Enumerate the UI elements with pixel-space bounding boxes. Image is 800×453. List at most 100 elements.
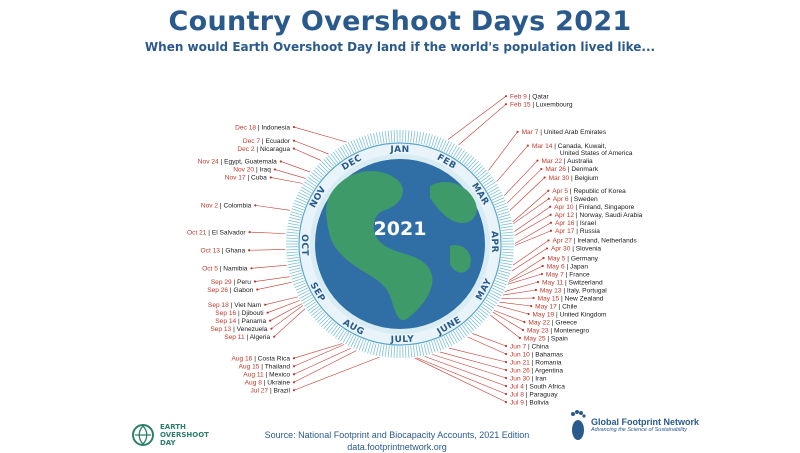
ring-tick [307, 303, 318, 312]
ring-tick [290, 211, 303, 216]
leader-dot [504, 392, 508, 396]
country-label-text: Jun 30 | Iran [510, 375, 547, 382]
ring-tick [480, 174, 491, 183]
date-text: Apr 17 [555, 228, 575, 235]
separator: | [574, 228, 579, 235]
country-label: May 11 | Switzerland [504, 279, 603, 292]
country-label: Sep 11 | Algeria [224, 308, 306, 341]
country-text: Bahamas [535, 351, 564, 358]
date-text: Oct 13 [201, 248, 221, 255]
ring-tick [491, 287, 504, 294]
ring-tick [467, 159, 477, 169]
logo-tagline: Advancing the Science of Sustainability [591, 427, 688, 433]
date-text: May 6 [547, 263, 565, 270]
country-label: Dec 2 | Nicaragua [237, 146, 322, 161]
separator: | [570, 246, 575, 253]
date-text: Feb 9 [510, 93, 527, 100]
country-label-text: Apr 30 | Slovenia [551, 246, 601, 253]
leader-dot [269, 176, 272, 179]
date-text: Aug 11 [243, 372, 264, 379]
country-text: Algeria [250, 334, 271, 341]
country-label-text: Nov 24 | Egypt, Guatemala [198, 159, 277, 166]
country-label: Nov 24 | Egypt, Guatemala [198, 159, 311, 173]
ring-tick [330, 324, 339, 335]
country-label-text: May 22 | Greece [528, 319, 577, 326]
ring-tick [294, 200, 306, 206]
leader-line [293, 148, 322, 161]
separator: | [260, 138, 265, 145]
country-label: May 15 | New Zealand [501, 295, 604, 302]
date-text: Sep 29 [211, 279, 232, 286]
ring-tick [340, 330, 348, 342]
year-label: 2021 [374, 218, 427, 240]
date-text: Dec 7 [243, 138, 261, 145]
country-label-text: Apr 27 | Ireland, Netherlands [553, 238, 638, 245]
country-text: Djibouti [242, 310, 265, 317]
separator: | [557, 303, 562, 310]
country-text: Romania [535, 359, 562, 366]
country-text: South Africa [529, 383, 565, 390]
leader-dot [273, 335, 276, 338]
country-text: Israel [580, 220, 597, 227]
country-text: Nicaragua [260, 146, 290, 153]
country-label-text: Jun 26 | Argentina [510, 367, 563, 374]
separator: | [246, 175, 251, 182]
ring-tick [465, 321, 475, 331]
date-text: Dec 18 [235, 124, 256, 131]
country-label-text: May 17 | Chile [535, 303, 577, 310]
ring-tick [494, 282, 506, 288]
country-text: Ireland, Netherlands [577, 238, 637, 245]
date-text: Apr 6 [553, 196, 569, 203]
country-label-text: Sep 29 | Peru [211, 279, 252, 286]
country-label-text: Aug 11 | Mexico [243, 372, 290, 379]
leader-line [293, 347, 352, 375]
leader-dot [292, 125, 296, 129]
separator: | [568, 188, 573, 195]
ring-tick [479, 171, 489, 181]
ring-tick [323, 159, 333, 169]
date-text: May 15 [538, 295, 560, 302]
ring-tick [477, 169, 487, 179]
ring-tick [302, 296, 314, 304]
ring-tick [485, 299, 496, 307]
leader-line [492, 311, 524, 331]
separator: | [565, 263, 570, 270]
ring-tick [426, 342, 430, 355]
date-text: Mar 14 [532, 143, 553, 150]
date-text: Apr 5 [552, 188, 568, 195]
ring-tick [501, 256, 514, 260]
country-label: May 25 | Spain [490, 314, 568, 342]
country-label: Mar 22 | Australia [504, 158, 593, 196]
leader-line [508, 257, 544, 281]
leader-line [414, 357, 507, 403]
ring-tick [311, 171, 321, 181]
ring-tick [501, 254, 514, 257]
ring-tick [340, 146, 348, 158]
ring-tick [296, 287, 309, 294]
ring-tick [418, 131, 422, 144]
logo-line: EARTH [160, 423, 186, 431]
leader-line [513, 198, 549, 225]
globe-arrow-icon [132, 424, 154, 446]
separator: | [232, 279, 237, 286]
ring-tick [420, 132, 425, 145]
country-text: Chile [562, 303, 577, 310]
date-text: Sep 18 [208, 302, 229, 309]
leader-dot [248, 230, 251, 234]
leader-dot [292, 381, 296, 384]
ring-tick [292, 277, 304, 283]
date-text: Mar 22 [542, 158, 563, 165]
date-text: Jun 7 [510, 343, 526, 350]
month-label: OCT [299, 234, 309, 256]
ring-tick [448, 143, 455, 155]
country-text: Brazil [274, 388, 291, 395]
ring-tick [286, 256, 299, 260]
country-label: Apr 30 | Slovenia [511, 246, 601, 272]
separator: | [549, 327, 554, 334]
month-label: JAN [389, 145, 409, 155]
country-label-text: May 15 | New Zealand [538, 295, 604, 302]
separator: | [530, 367, 535, 374]
leader-line [458, 103, 507, 146]
